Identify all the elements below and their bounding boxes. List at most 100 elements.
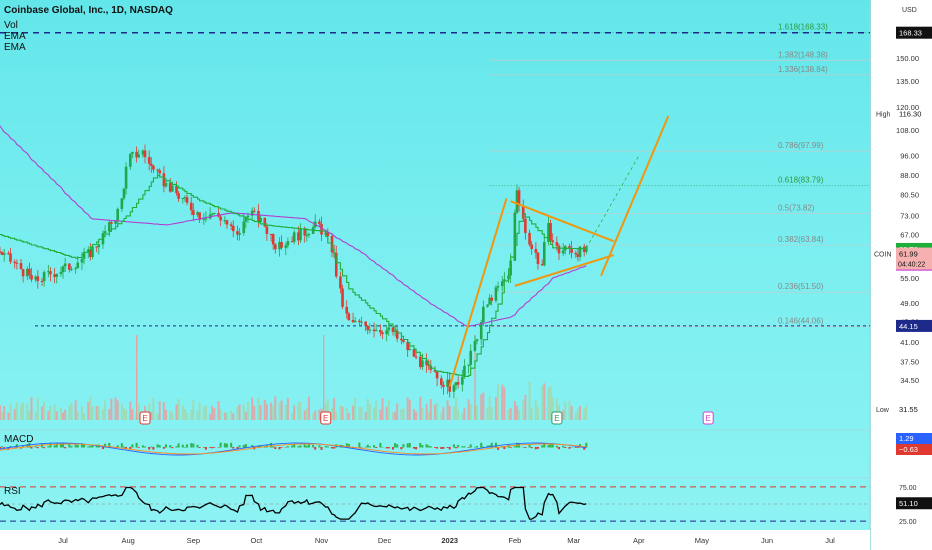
volume-bar — [183, 408, 186, 420]
volume-bar — [299, 401, 302, 420]
candle-body — [59, 271, 63, 274]
volume-bar — [211, 405, 214, 420]
ema-fast-indicator-label[interactable]: EMA — [4, 31, 26, 42]
volume-bar — [291, 413, 294, 420]
macd-histogram-bar — [385, 447, 388, 449]
candle-body — [570, 247, 573, 253]
candle-body — [177, 193, 180, 199]
candle-body — [395, 330, 399, 339]
x-tick-label: Jul — [825, 536, 835, 545]
volume-bar — [576, 408, 579, 420]
volume-bar — [181, 405, 184, 420]
macd-histogram-bar — [497, 447, 500, 450]
macd-histogram-bar — [181, 444, 184, 448]
candle-body — [467, 364, 470, 366]
candle-body — [28, 268, 31, 276]
macd-histogram-bar — [7, 447, 10, 450]
macd-histogram-bar — [150, 446, 153, 448]
macd-histogram-bar — [135, 442, 138, 448]
candle-body — [284, 245, 288, 248]
candle-body — [299, 228, 302, 241]
candle-body — [183, 197, 187, 199]
macd-histogram-bar — [331, 447, 334, 449]
macd-histogram-bar — [196, 444, 199, 448]
candle-body — [366, 325, 370, 330]
candle-body — [34, 276, 38, 280]
macd-histogram-bar — [408, 443, 411, 448]
volume-bar — [244, 411, 247, 420]
candle-body — [229, 224, 233, 227]
macd-histogram-bar — [421, 445, 424, 448]
volume-bar — [440, 412, 443, 420]
candle-body — [351, 319, 355, 323]
volume-bar — [171, 412, 174, 420]
fib-level-label: 0.5(73.82) — [778, 203, 815, 212]
volume-bar — [318, 409, 321, 420]
macd-histogram-bar — [293, 444, 296, 448]
macd-histogram-bar — [26, 444, 29, 448]
volume-bar — [513, 401, 516, 420]
candle-body — [547, 223, 550, 242]
candle-body — [385, 330, 388, 335]
volume-bar — [339, 405, 342, 420]
macd-histogram-bar — [219, 442, 222, 448]
macd-histogram-bar — [461, 446, 464, 448]
macd-histogram-bar — [144, 446, 146, 448]
rsi-value-tag: 51.10 — [899, 499, 918, 508]
y-tick-label: 67.00 — [900, 231, 919, 240]
candle-body — [238, 233, 241, 235]
volume-bar — [570, 405, 573, 420]
macd-histogram-bar — [307, 443, 310, 448]
candle-body — [171, 185, 174, 192]
volume-bar — [307, 396, 310, 420]
candle-body — [358, 320, 361, 323]
candle-body — [524, 218, 527, 233]
volume-bar — [7, 412, 10, 420]
macd-histogram-bar — [480, 442, 483, 448]
macd-histogram-bar — [394, 443, 397, 448]
ema-slow-indicator-label[interactable]: EMA — [4, 42, 26, 53]
volume-bar — [406, 397, 409, 420]
macd-histogram-bar — [412, 447, 415, 449]
volume-bar — [196, 411, 199, 420]
volume-bar — [162, 402, 165, 420]
volume-indicator-label[interactable]: Vol — [4, 20, 18, 31]
candle-body — [82, 252, 86, 259]
macd-histogram-bar — [360, 447, 363, 448]
x-tick-label: Apr — [633, 536, 645, 545]
macd-histogram-bar — [303, 444, 306, 448]
volume-bar — [47, 410, 50, 420]
fib-level-label: 1.336(138.84) — [778, 65, 828, 74]
macd-histogram-bar — [152, 447, 155, 450]
macd-histogram-bar — [366, 444, 369, 448]
target-price-tag-bg — [896, 26, 932, 39]
volume-bar — [131, 409, 134, 420]
macd-histogram-bar — [68, 443, 71, 448]
macd-pane-label[interactable]: MACD — [4, 434, 34, 445]
x-tick-label: Jul — [58, 536, 68, 545]
candle-body — [427, 365, 430, 367]
candle-body — [549, 223, 552, 241]
macd-histogram-bar — [53, 445, 56, 448]
macd-histogram-bar — [557, 447, 560, 450]
macd-histogram-bar — [137, 447, 140, 448]
volume-bar — [354, 397, 357, 420]
earnings-marker-label: E — [706, 414, 711, 423]
target-price-tag: 168.33 — [899, 29, 922, 38]
volume-bar — [213, 407, 216, 420]
earnings-marker — [551, 411, 563, 425]
rsi-pane-label[interactable]: RSI — [4, 486, 21, 497]
candle-body — [196, 212, 199, 215]
candle-body — [456, 382, 460, 385]
macd-histogram-bar — [486, 445, 489, 448]
fib-level-label: 1.382(148.38) — [778, 50, 828, 59]
candle-body — [219, 216, 222, 221]
volume-bar — [49, 405, 52, 420]
volume-bar — [326, 399, 329, 420]
candle-body — [76, 262, 80, 269]
volume-bar — [219, 409, 222, 420]
volume-bar — [402, 408, 405, 420]
candle-body — [469, 350, 473, 365]
